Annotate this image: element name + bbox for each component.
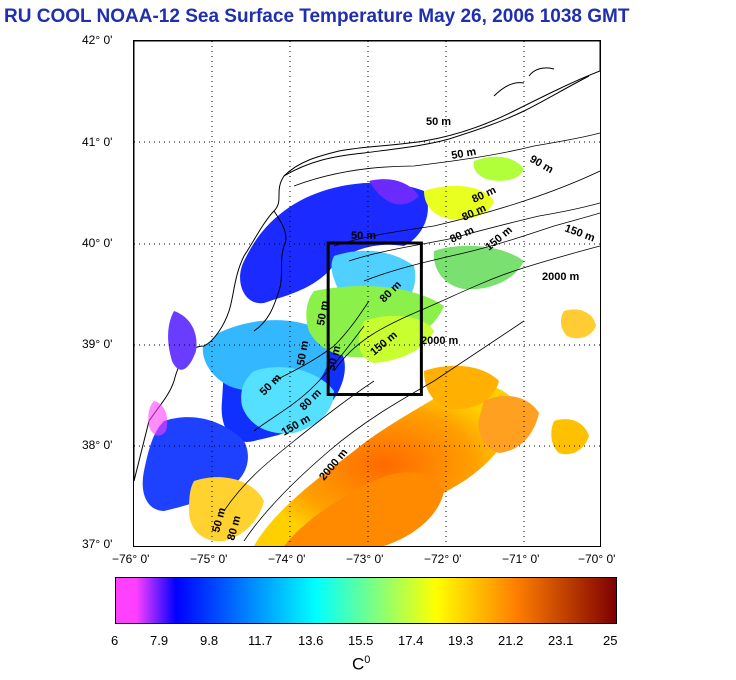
contour-label: 50 m [315,300,331,327]
colorbar-label: 21.2 [498,633,524,648]
lon-tick-label: −71° 0' [502,552,540,566]
sst-mild-patch [473,156,524,181]
colorbar-label: 6 [111,633,119,648]
colorbar-label: 13.6 [298,633,324,648]
colorbar-label: 19.3 [448,633,474,648]
sst-warm-patch [560,309,596,339]
lon-tick-label: −73° 0' [346,552,384,566]
colorbar-label: 23.1 [548,633,574,648]
colorbar-label: 25 [603,633,618,648]
bay [148,401,168,436]
unit-symbol: C [352,654,365,674]
lat-tick-label: 38° 0' [82,438,113,452]
coastline [253,67,590,332]
sst-cold-patch [369,179,419,205]
sst-map-panel[interactable]: 50 m 50 m 90 m 80 m 80 m 80 m 150 m 150 … [133,40,601,547]
sst-warm-patch [478,395,539,453]
lon-tick-label: −74° 0' [268,552,306,566]
land-mass [134,41,600,482]
colorbar-label: 9.8 [200,633,219,648]
sst-map: 50 m 50 m 90 m 80 m 80 m 80 m 150 m 150 … [134,41,600,546]
sst-warm-patch [284,472,444,546]
contour-label: 90 m [528,153,556,176]
sst-cool-patch [241,367,334,434]
contour-label: 2000 m [421,335,459,347]
colorbar-unit: C0 [352,654,370,675]
sst-warm-patch [424,365,499,410]
lat-tick-label: 37° 0' [82,537,113,551]
colorbar-label: 11.7 [248,633,273,648]
contour-label: 80 m [448,224,476,246]
map-title: RU COOL NOAA-12 Sea Surface Temperature … [4,6,630,27]
sst-mild-patch [424,185,494,220]
contour-label: 50 m [351,230,376,242]
sst-warm-patch [551,419,589,455]
colorbar [115,577,617,624]
lat-tick-label: 40° 0' [82,236,113,250]
sst-mild-patch [433,245,524,290]
sst-mild-patch [358,315,434,363]
colorbar-label: 7.9 [150,633,169,648]
lon-tick-label: −76° 0' [112,552,150,566]
lon-tick-label: −72° 0' [424,552,462,566]
lon-tick-label: −75° 0' [190,552,228,566]
contour-label: 2000 m [542,271,580,283]
unit-superscript: 0 [364,654,371,666]
bathymetry-contours [223,132,600,542]
colorbar-label: 17.4 [398,633,424,648]
sst-warm-patch [189,477,264,542]
lon-tick-label: −70° 0' [578,552,616,566]
contour-label: 50 m [450,146,477,162]
contour-label: 150 m [563,223,597,245]
lat-tick-label: 42° 0' [82,33,113,47]
lat-tick-label: 41° 0' [82,135,113,149]
bay [168,311,197,370]
lat-tick-label: 39° 0' [82,337,113,351]
sst-warm-patch [254,384,515,546]
contour-label: 50 m [295,340,311,367]
contour-label: 50 m [426,116,451,128]
colorbar-label: 15.5 [348,633,374,648]
study-area-box[interactable] [326,241,423,396]
graticule [134,41,600,546]
